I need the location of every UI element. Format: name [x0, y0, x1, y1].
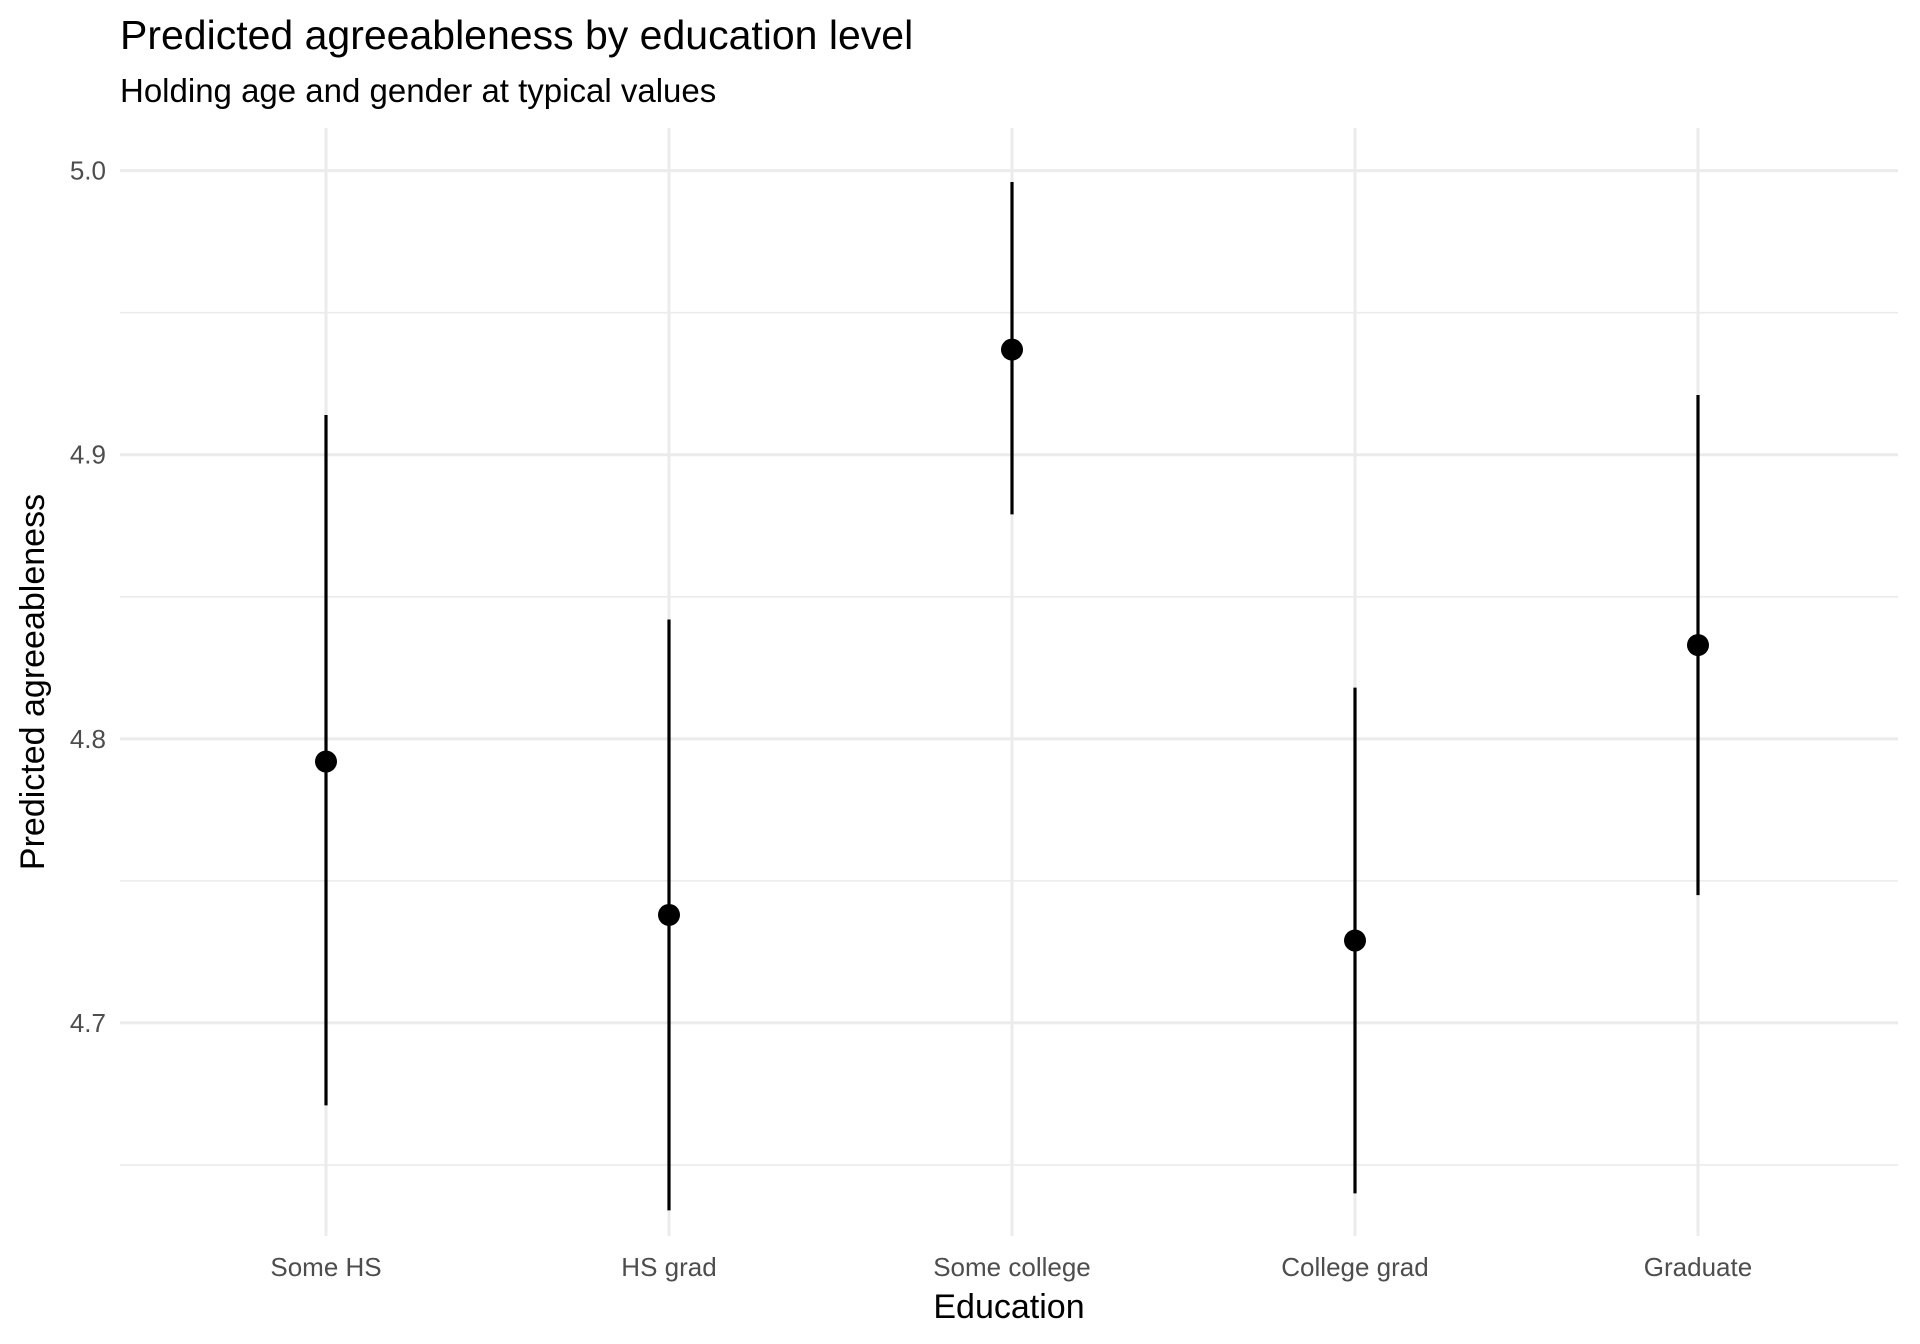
x-tick-label: Graduate [1644, 1252, 1752, 1282]
y-tick-label: 4.8 [70, 724, 106, 754]
y-axis-title: Predicted agreeableness [14, 494, 52, 870]
gridlines [120, 128, 1898, 1236]
chart-subtitle: Holding age and gender at typical values [120, 72, 717, 109]
estimate-point [1687, 634, 1709, 657]
estimate-point [1344, 929, 1366, 952]
y-tick-label: 4.7 [70, 1008, 106, 1038]
x-axis-ticks: Some HS HS grad Some college College grad Gr… [270, 1252, 1752, 1282]
x-tick-label: Some college [933, 1252, 1091, 1282]
estimate-point [658, 903, 680, 926]
y-axis-ticks: 4.7 4.8 4.9 5.0 [70, 156, 106, 1038]
x-tick-label: HS grad [621, 1252, 716, 1282]
y-tick-label: 4.9 [70, 440, 106, 470]
chart-title: Predicted agreeableness by education lev… [120, 12, 914, 58]
point-ranges [315, 181, 1709, 1211]
x-tick-label: College grad [1281, 1252, 1428, 1282]
x-axis-title: Education [933, 1288, 1084, 1326]
estimate-point [1001, 338, 1023, 361]
x-tick-label: Some HS [270, 1252, 381, 1282]
estimate-point [315, 750, 337, 773]
y-tick-label: 5.0 [70, 156, 106, 186]
